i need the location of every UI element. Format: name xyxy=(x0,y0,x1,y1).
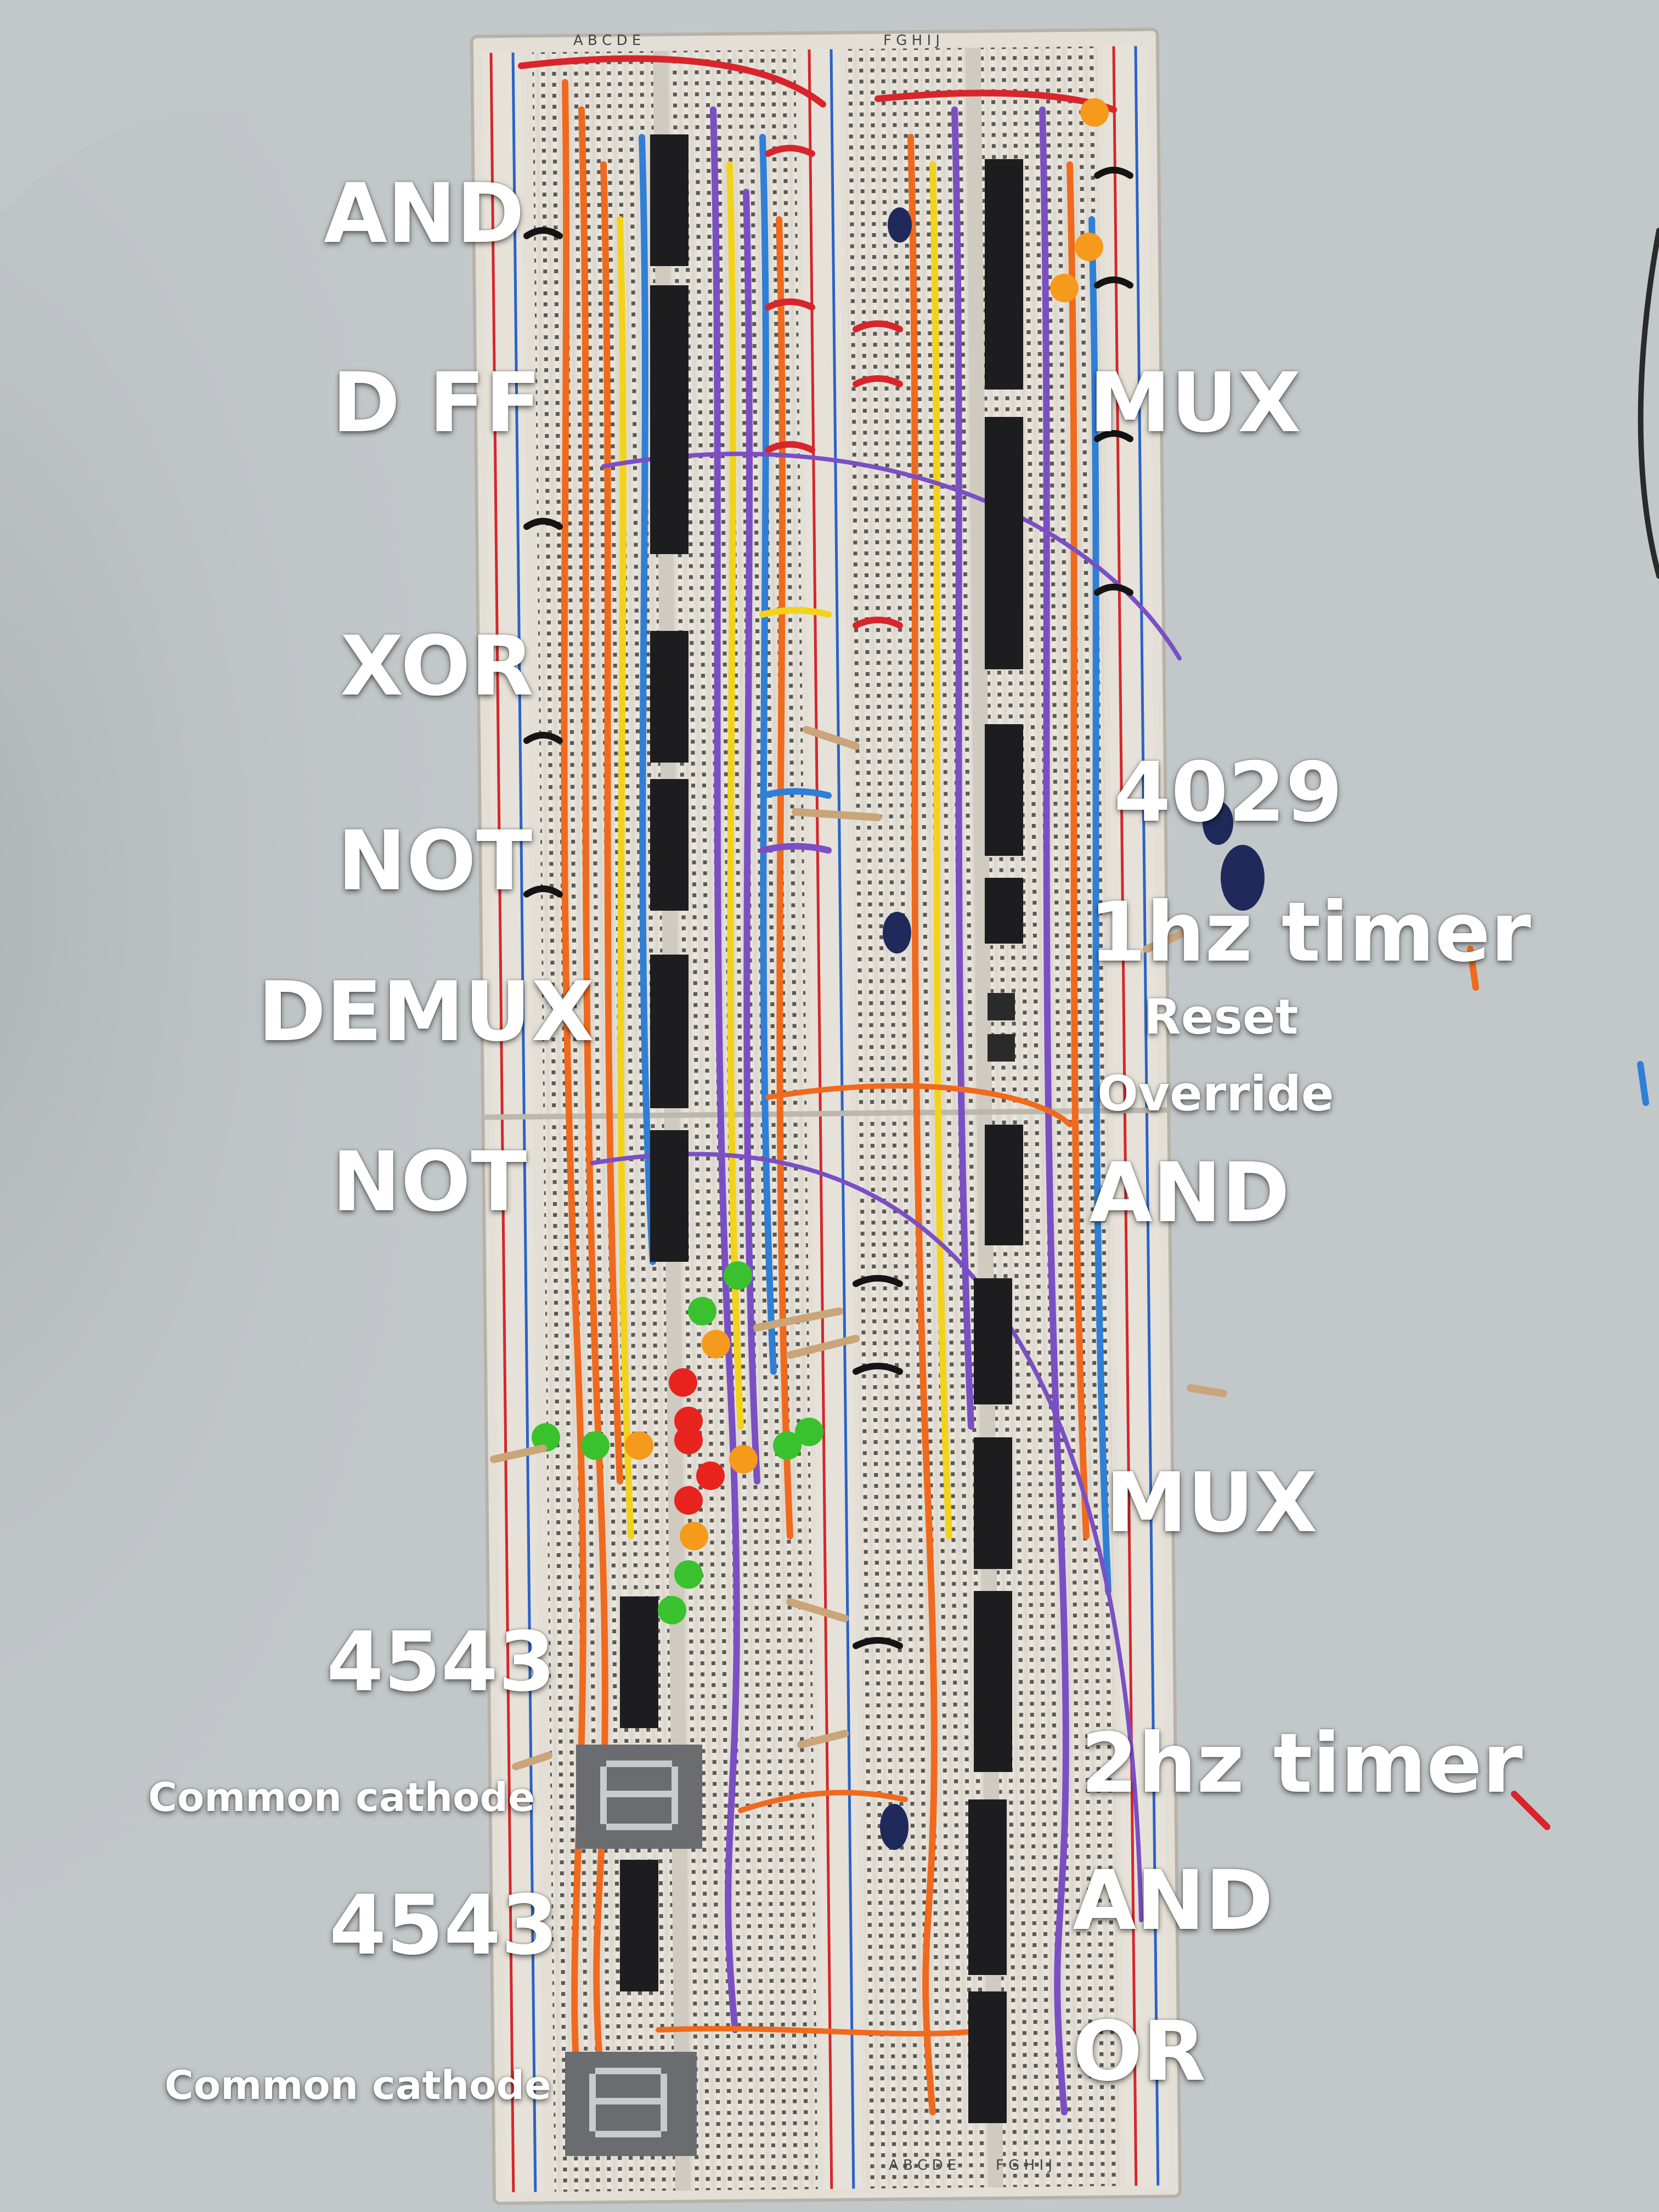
ic-xor xyxy=(650,631,689,763)
label-or: OR xyxy=(1073,2004,1206,2100)
led-green xyxy=(773,1431,802,1460)
label-d-flip-flop: D FF xyxy=(332,356,541,451)
led-green xyxy=(724,1261,752,1290)
ic-4543-2 xyxy=(620,1860,658,1991)
label-xor: XOR xyxy=(340,619,534,714)
label-1hz-timer: 1hz timer xyxy=(1089,885,1531,980)
led-orange xyxy=(1050,274,1079,302)
label-not-1: NOT xyxy=(337,814,533,909)
led-orange xyxy=(729,1445,758,1474)
led-orange xyxy=(1075,233,1103,261)
wire-bundles xyxy=(518,55,1182,2143)
ic-and-right-1 xyxy=(985,1125,1023,1245)
ic-demux xyxy=(650,955,689,1108)
label-mux-1: MUX xyxy=(1089,356,1301,451)
short-jumpers xyxy=(523,145,1133,1649)
label-2hz-timer: 2hz timer xyxy=(1081,1716,1523,1812)
capacitors xyxy=(880,207,1265,1850)
led-red xyxy=(669,1368,697,1397)
seven-segment-display-2 xyxy=(565,2052,697,2156)
column-letters-bottom-left: A B C D E xyxy=(889,2157,956,2174)
column-letters-bottom-right: F G H I J xyxy=(996,2157,1052,2174)
ic-not-2 xyxy=(650,1130,689,1262)
led-red xyxy=(674,1486,703,1515)
label-and-right-2: AND xyxy=(1073,1853,1274,1949)
ic-mux-2 xyxy=(974,1278,1012,1404)
led-green xyxy=(688,1297,716,1325)
led-green xyxy=(674,1560,703,1589)
label-and-left: AND xyxy=(324,166,525,262)
column-letters-top-left: A B C D E xyxy=(573,32,641,49)
label-reset: Reset xyxy=(1144,989,1299,1045)
ic-or xyxy=(968,1991,1007,2123)
led-orange xyxy=(1080,98,1109,127)
led-orange xyxy=(680,1522,708,1550)
stray-wire-pieces xyxy=(1467,228,1659,1830)
column-letters-top-right: F G H I J xyxy=(883,32,940,49)
resistors xyxy=(490,726,1227,1770)
ic-mux-1b xyxy=(985,417,1023,669)
led-green xyxy=(658,1596,686,1624)
label-and-right-1: AND xyxy=(1089,1146,1290,1241)
ic-555-2 xyxy=(974,1591,1012,1772)
led-orange xyxy=(625,1431,653,1460)
label-demux: DEMUX xyxy=(258,964,595,1060)
led-red xyxy=(674,1426,703,1454)
led-green xyxy=(581,1431,610,1460)
label-not-2: NOT xyxy=(332,1135,527,1230)
ic-4029 xyxy=(985,724,1023,856)
ic-4543-1 xyxy=(620,1596,658,1728)
ic-555-1 xyxy=(985,878,1023,944)
ic-and-right-2 xyxy=(968,1799,1007,1975)
ic-not-1 xyxy=(650,779,689,911)
leds xyxy=(532,98,1109,1624)
ic-chips xyxy=(620,134,1023,2123)
ic-mux-1 xyxy=(985,159,1023,390)
ic-dff xyxy=(650,285,689,554)
seven-segment-display-1 xyxy=(576,1745,702,1849)
label-mux-2: MUX xyxy=(1105,1455,1318,1551)
label-4029: 4029 xyxy=(1114,745,1343,840)
led-green xyxy=(532,1423,560,1452)
push-buttons xyxy=(988,993,1015,1062)
label-4543-2: 4543 xyxy=(329,1878,558,1973)
label-common-cathode-1: Common cathode xyxy=(148,1774,535,1820)
seven-segment-displays xyxy=(565,1745,702,2156)
led-red xyxy=(696,1462,725,1490)
led-green xyxy=(795,1418,823,1446)
ic-and-left xyxy=(650,134,689,266)
label-common-cathode-2: Common cathode xyxy=(165,2062,551,2108)
label-4543-1: 4543 xyxy=(326,1615,556,1710)
ic-mux-2b xyxy=(974,1437,1012,1569)
label-override: Override xyxy=(1097,1065,1334,1122)
led-orange xyxy=(702,1330,730,1358)
